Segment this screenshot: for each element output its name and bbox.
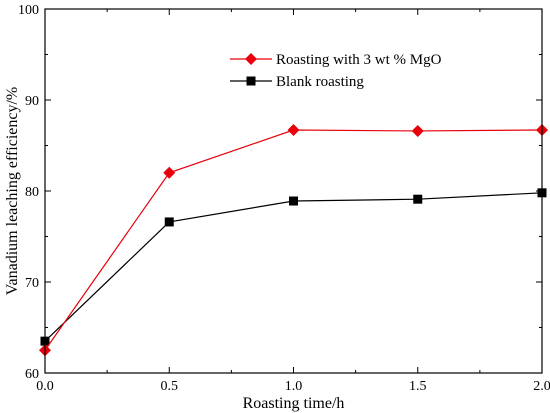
x-axis-title: Roasting time/h [243, 395, 345, 412]
legend-marker [245, 53, 257, 65]
y-tick-label: 90 [25, 94, 39, 109]
x-tick-label: 1.5 [409, 379, 427, 394]
legend-label: Blank roasting [276, 74, 364, 90]
y-tick-label: 80 [25, 185, 39, 200]
plot-area [39, 124, 548, 357]
x-tick-label: 0.0 [36, 379, 54, 394]
x-tick-label: 0.5 [161, 379, 179, 394]
series-line [44, 192, 543, 342]
data-point [287, 124, 300, 137]
data-point [411, 124, 424, 137]
series-mgo [39, 124, 548, 357]
legend: Roasting with 3 wt % MgO Blank roasting [230, 52, 442, 90]
y-tick-label: 100 [18, 3, 39, 18]
legend-label: Roasting with 3 wt % MgO [276, 52, 442, 68]
y-tick-label: 60 [25, 367, 39, 382]
legend-item: Blank roasting [230, 74, 364, 90]
data-point [289, 196, 298, 206]
y-axis-title: Vanadium leaching efficiency/% [4, 87, 21, 296]
legend-item: Roasting with 3 wt % MgO [230, 52, 442, 68]
x-tick-label: 2.0 [533, 379, 550, 394]
data-point [164, 217, 174, 227]
y-tick-label: 70 [25, 276, 39, 291]
data-point [163, 166, 176, 179]
series-line [44, 129, 543, 351]
axis-ticks: 0.0 0.5 1.0 1.5 2.0 60 70 80 90 100 [18, 3, 550, 394]
series-blank [40, 188, 547, 346]
data-point [413, 194, 423, 204]
legend-marker [246, 76, 256, 86]
x-tick-label: 1.0 [285, 379, 303, 394]
